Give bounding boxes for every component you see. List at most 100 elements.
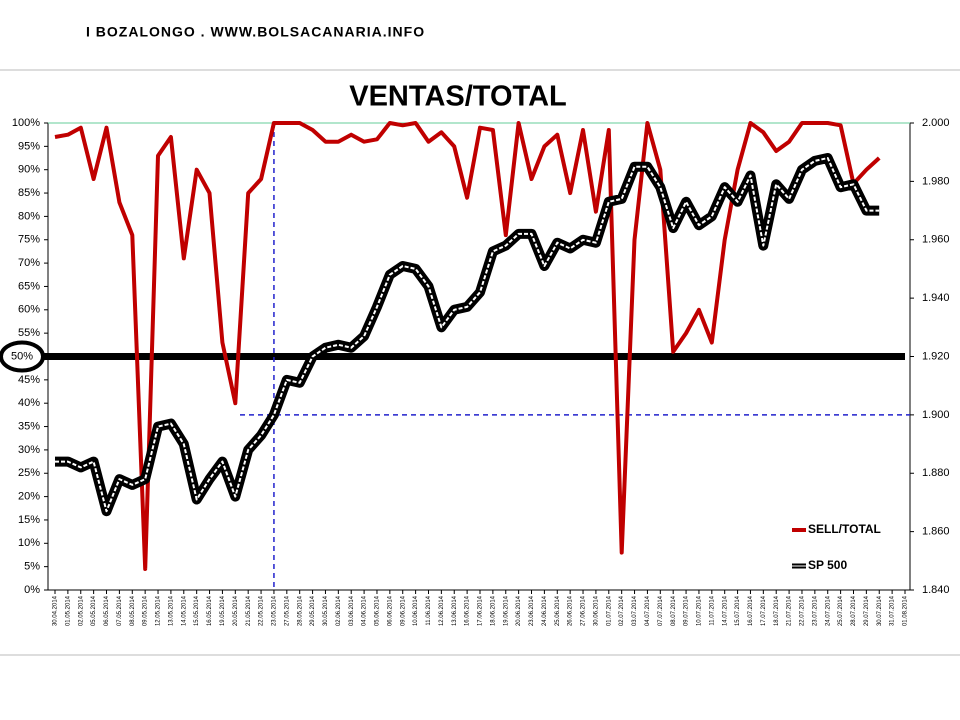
x-tick-label: 10.06.2014: [413, 595, 419, 626]
y2-tick-label: 1.900: [922, 409, 950, 421]
x-tick-label: 12.06.2014: [439, 595, 445, 626]
x-tick-label: 22.05.2014: [259, 595, 265, 626]
x-tick-label: 20.06.2014: [516, 595, 522, 626]
y-tick-label: 60%: [18, 304, 40, 316]
x-tick-label: 11.07.2014: [709, 595, 715, 625]
x-tick-label: 02.05.2014: [78, 595, 84, 626]
x-tick-label: 28.05.2014: [297, 595, 303, 626]
x-tick-label: 22.07.2014: [800, 595, 806, 626]
x-tick-label: 11.06.2014: [426, 595, 432, 625]
x-tick-label: 19.05.2014: [220, 595, 226, 626]
x-tick-label: 06.06.2014: [387, 595, 393, 626]
y-tick-label: 35%: [18, 420, 40, 432]
y-tick-label: 30%: [18, 444, 40, 456]
x-tick-label: 14.05.2014: [181, 595, 187, 626]
y-tick-label: 40%: [18, 397, 40, 409]
x-tick-label: 30.05.2014: [323, 595, 329, 626]
y-tick-label: 100%: [12, 117, 40, 129]
x-tick-label: 23.06.2014: [529, 595, 535, 626]
x-tick-label: 17.07.2014: [761, 595, 767, 626]
x-tick-label: 21.07.2014: [787, 595, 793, 626]
legend-label: SP 500: [808, 558, 847, 572]
series-line: [54, 121, 881, 571]
y-tick-label: 10%: [18, 537, 40, 549]
x-tick-label: 23.07.2014: [812, 595, 818, 626]
series-line-highlight: [55, 157, 880, 513]
x-tick-label: 30.07.2014: [877, 595, 883, 626]
x-tick-label: 30.06.2014: [593, 595, 599, 626]
x-tick-label: 28.07.2014: [851, 595, 857, 626]
x-tick-label: 09.05.2014: [143, 595, 149, 626]
x-tick-label: 30.04.2014: [53, 595, 59, 626]
x-tick-label: 16.07.2014: [748, 595, 754, 626]
x-tick-label: 09.06.2014: [400, 595, 406, 626]
x-tick-label: 10.07.2014: [697, 595, 703, 626]
x-tick-label: 09.07.2014: [684, 595, 690, 626]
legend-label: SELL/TOTAL: [808, 522, 881, 536]
x-tick-label: 27.06.2014: [581, 595, 587, 626]
x-tick-label: 01.08.2014: [903, 595, 909, 626]
x-tick-label: 07.05.2014: [117, 595, 123, 626]
x-tick-label: 13.06.2014: [452, 595, 458, 626]
y-tick-label: 5%: [24, 561, 40, 573]
x-tick-label: 12.05.2014: [156, 595, 162, 626]
y2-tick-label: 1.920: [922, 350, 950, 362]
x-tick-label: 08.05.2014: [130, 595, 136, 626]
y-tick-label: 95%: [18, 140, 40, 152]
y2-tick-label: 1.980: [922, 175, 950, 187]
x-tick-label: 16.06.2014: [465, 595, 471, 626]
x-tick-label: 26.06.2014: [568, 595, 574, 626]
y-tick-label: 70%: [18, 257, 40, 269]
y2-tick-label: 1.940: [922, 292, 950, 304]
x-tick-label: 03.06.2014: [349, 595, 355, 626]
x-tick-label: 24.07.2014: [825, 595, 831, 626]
highlight-circle: [0, 340, 45, 373]
x-tick-label: 02.06.2014: [336, 595, 342, 626]
x-tick-label: 19.06.2014: [503, 595, 509, 626]
x-tick-label: 04.07.2014: [645, 595, 651, 626]
x-tick-label: 18.06.2014: [490, 595, 496, 626]
x-tick-label: 14.07.2014: [722, 595, 728, 626]
x-tick-label: 16.05.2014: [207, 595, 213, 626]
y2-tick-label: 1.880: [922, 467, 950, 479]
x-tick-label: 31.07.2014: [890, 595, 896, 626]
x-tick-label: 27.05.2014: [284, 595, 290, 626]
x-tick-label: 23.05.2014: [272, 595, 278, 626]
chart-title: VENTAS/TOTAL: [349, 81, 567, 113]
x-tick-label: 13.05.2014: [168, 595, 174, 626]
x-tick-label: 03.07.2014: [632, 595, 638, 626]
x-tick-label: 20.05.2014: [233, 595, 239, 626]
header: I BOZALONGO . WWW.BOLSACANARIA.INFO: [86, 24, 425, 40]
y-tick-label: 65%: [18, 280, 40, 292]
x-tick-label: 21.05.2014: [246, 595, 252, 626]
x-tick-label: 07.07.2014: [658, 595, 664, 626]
x-tick-label: 01.07.2014: [606, 595, 612, 626]
y2-tick-label: 1.960: [922, 234, 950, 246]
x-tick-label: 06.05.2014: [104, 595, 110, 626]
x-tick-label: 05.06.2014: [375, 595, 381, 626]
x-tick-label: 01.05.2014: [65, 595, 71, 626]
x-tick-label: 02.07.2014: [619, 595, 625, 626]
x-tick-label: 15.05.2014: [194, 595, 200, 626]
x-tick-label: 18.07.2014: [774, 595, 780, 626]
x-tick-label: 04.06.2014: [362, 595, 368, 626]
x-tick-label: 29.07.2014: [864, 595, 870, 626]
y-tick-label: 0%: [24, 584, 40, 596]
y2-tick-label: 1.840: [922, 584, 950, 596]
y-tick-label: 85%: [18, 187, 40, 199]
y-tick-label: 80%: [18, 210, 40, 222]
y-tick-label: 20%: [18, 491, 40, 503]
y-tick-label: 15%: [18, 514, 40, 526]
y-tick-label: 90%: [18, 164, 40, 176]
y-tick-label: 75%: [18, 234, 40, 246]
x-tick-label: 17.06.2014: [478, 595, 484, 626]
x-tick-label: 15.07.2014: [735, 595, 741, 626]
x-tick-label: 08.07.2014: [671, 595, 677, 626]
y2-tick-label: 1.860: [922, 526, 950, 538]
y-tick-label: 25%: [18, 467, 40, 479]
x-tick-label: 05.05.2014: [91, 595, 97, 626]
highlight-label: 50%: [11, 350, 33, 362]
y-tick-label: 55%: [18, 327, 40, 339]
x-tick-label: 25.06.2014: [555, 595, 561, 626]
